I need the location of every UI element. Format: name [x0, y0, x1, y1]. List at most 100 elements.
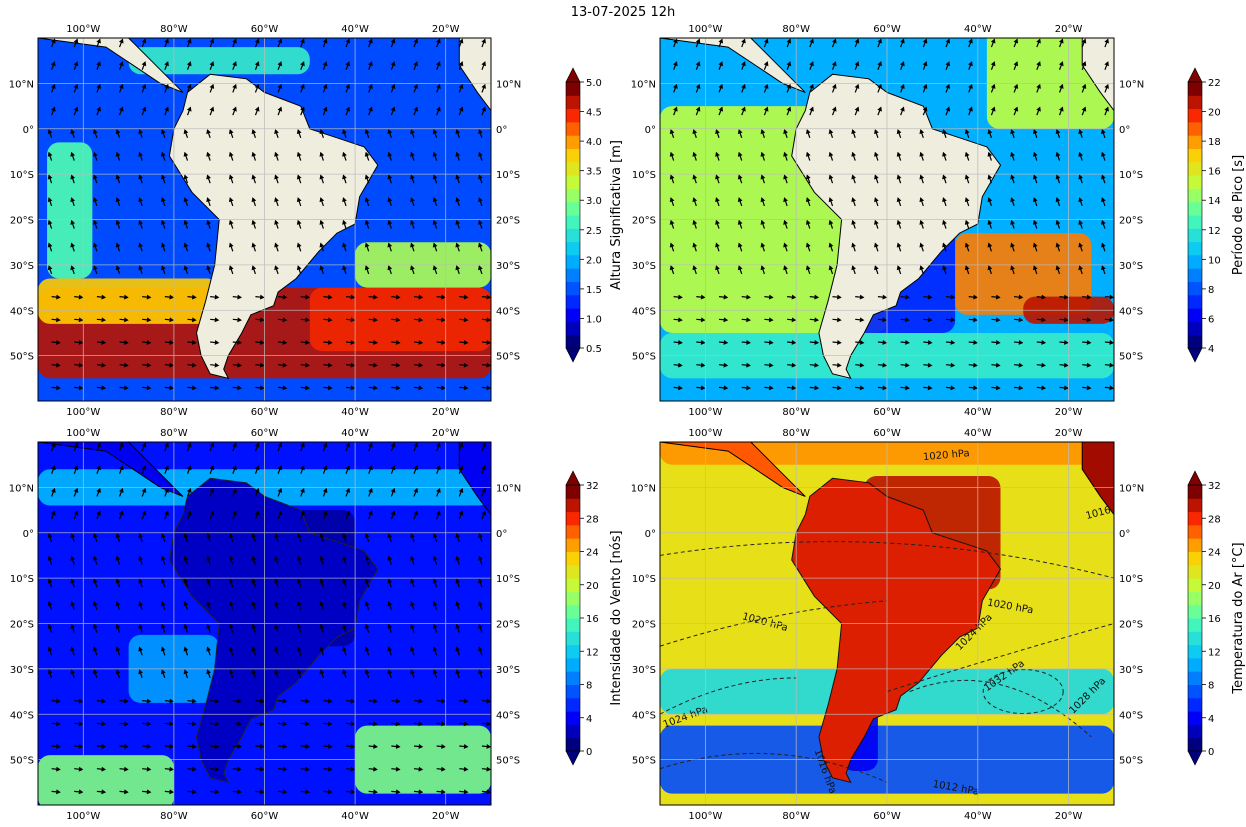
lat-label-right: 0° [496, 125, 507, 136]
colorbar-tick-label: 0.5 [586, 344, 602, 355]
colorbar-segment [566, 321, 580, 336]
lon-label-top: 20°W [1055, 24, 1083, 35]
colorbar-tick-label: 32 [586, 481, 599, 492]
colorbar-segment [566, 671, 580, 685]
colorbar-segment [566, 215, 580, 229]
lon-label-bottom: 60°W [873, 811, 901, 822]
lon-label-top: 60°W [251, 428, 279, 439]
lat-label-left: 10°N [631, 79, 656, 90]
lon-label-top: 100°W [66, 428, 100, 439]
colorbar-segment [1188, 684, 1202, 699]
lon-label-top: 80°W [160, 428, 188, 439]
lat-label-left: 30°S [632, 665, 656, 676]
colorbar-tick-label: 12 [1208, 226, 1221, 237]
colorbar-tick-label: 14 [1208, 196, 1221, 207]
lat-label-right: 50°S [496, 756, 520, 767]
lon-label-top: 60°W [873, 24, 901, 35]
lat-label-right: 30°S [496, 665, 520, 676]
continent-africa [458, 442, 491, 516]
colorbar-tick-label: 3.5 [586, 167, 602, 178]
colorbar-segment [566, 591, 580, 606]
colorbar-tick-label: 2.5 [586, 226, 602, 237]
figure-title: 13-07-2025 12h [570, 5, 676, 20]
colorbar-segment [566, 228, 580, 243]
colorbar-segment [1188, 135, 1202, 149]
lat-label-left: 0° [645, 125, 656, 136]
lon-label-top: 20°W [432, 428, 460, 439]
lon-label-bottom: 80°W [782, 811, 810, 822]
colorbar-segment [566, 524, 580, 539]
lon-label-bottom: 40°W [964, 811, 992, 822]
colorbar-vento: 0 4 8 12 16 20 24 28 32 Intensidade do Vento [nós… [565, 470, 624, 766]
lat-label-right: 10°N [1119, 483, 1144, 494]
lon-label-top: 100°W [688, 428, 722, 439]
continent-central-america [38, 38, 184, 93]
lon-label-bottom: 60°W [873, 407, 901, 418]
colorbar-segment [1188, 188, 1202, 203]
colorbar-segment [1188, 201, 1202, 216]
map-panel-altura: 100°W 100°W 80°W 80°W 60°W 60°W 40°W 40°W 20°W 20… [9, 24, 521, 418]
lon-label-top: 100°W [66, 24, 100, 35]
lon-label-top: 60°W [873, 428, 901, 439]
lat-label-right: 10°S [1119, 170, 1143, 181]
lat-label-right: 50°S [1119, 352, 1143, 363]
colorbar-segment [566, 724, 580, 739]
colorbar-segment [1188, 82, 1202, 96]
lat-label-right: 30°S [496, 261, 520, 272]
colorbar-segment [566, 108, 580, 123]
lat-label-right: 10°S [1119, 574, 1143, 585]
lon-label-top: 60°W [251, 24, 279, 35]
colorbar-segment [1188, 108, 1202, 123]
lat-label-left: 40°S [10, 306, 34, 317]
colorbar-segment [1188, 618, 1202, 632]
colorbar-segment [566, 241, 580, 256]
gridlines [38, 38, 491, 401]
colorbar-tick-label: 10 [1208, 255, 1221, 266]
lat-label-right: 40°S [1119, 710, 1143, 721]
lon-label-bottom: 80°W [782, 407, 810, 418]
lat-label-right: 10°S [496, 574, 520, 585]
colorbar-segment [566, 711, 580, 725]
colorbar-segment [566, 281, 580, 296]
lon-label-bottom: 60°W [251, 407, 279, 418]
lat-label-right: 40°S [1119, 306, 1143, 317]
colorbar-segment [1188, 578, 1202, 592]
colorbar-altura: 0.5 1.0 1.5 2.0 2.5 3.0 3.5 4.0 4.5 5.0 Altura Sig… [565, 67, 624, 363]
colorbar-segment [566, 631, 580, 646]
lat-label-right: 20°S [1119, 620, 1143, 631]
colorbar-segment [566, 657, 580, 672]
colorbar-segment [566, 188, 580, 203]
lat-label-right: 20°S [496, 620, 520, 631]
colorbar-segment [566, 737, 580, 752]
colorbar-segment [566, 485, 580, 499]
vector-arrows [669, 38, 1114, 391]
lat-label-left: 40°S [10, 710, 34, 721]
colorbar-segment [566, 498, 580, 513]
colorbar-tick-label: 4 [586, 714, 592, 725]
colorbar-segment [566, 684, 580, 699]
colorbar-tick-label: 20 [1208, 581, 1221, 592]
field-patch [955, 233, 1092, 315]
colorbar-tick-label: 0 [1208, 747, 1214, 758]
colorbar-extend-min [1187, 750, 1203, 766]
lon-label-bottom: 100°W [688, 811, 722, 822]
lat-label-left: 10°N [9, 79, 34, 90]
colorbar-tick-label: 12 [586, 647, 599, 658]
colorbar-segment [1188, 215, 1202, 229]
lon-label-top: 40°W [964, 428, 992, 439]
colorbar-frame [1187, 81, 1203, 349]
map-frame [37, 441, 492, 806]
vector-arrows [47, 38, 491, 391]
colorbar-segment [566, 511, 580, 526]
lat-label-left: 10°S [10, 170, 34, 181]
field-patch [38, 278, 220, 324]
gridlines [660, 442, 1114, 805]
lat-label-left: 10°S [632, 170, 656, 181]
lat-label-left: 50°S [10, 756, 34, 767]
lat-label-left: 0° [23, 529, 34, 540]
colorbar-segment [566, 551, 580, 566]
continent-africa [458, 38, 491, 112]
colorbar-label: Altura Significativa [m] [609, 140, 624, 290]
